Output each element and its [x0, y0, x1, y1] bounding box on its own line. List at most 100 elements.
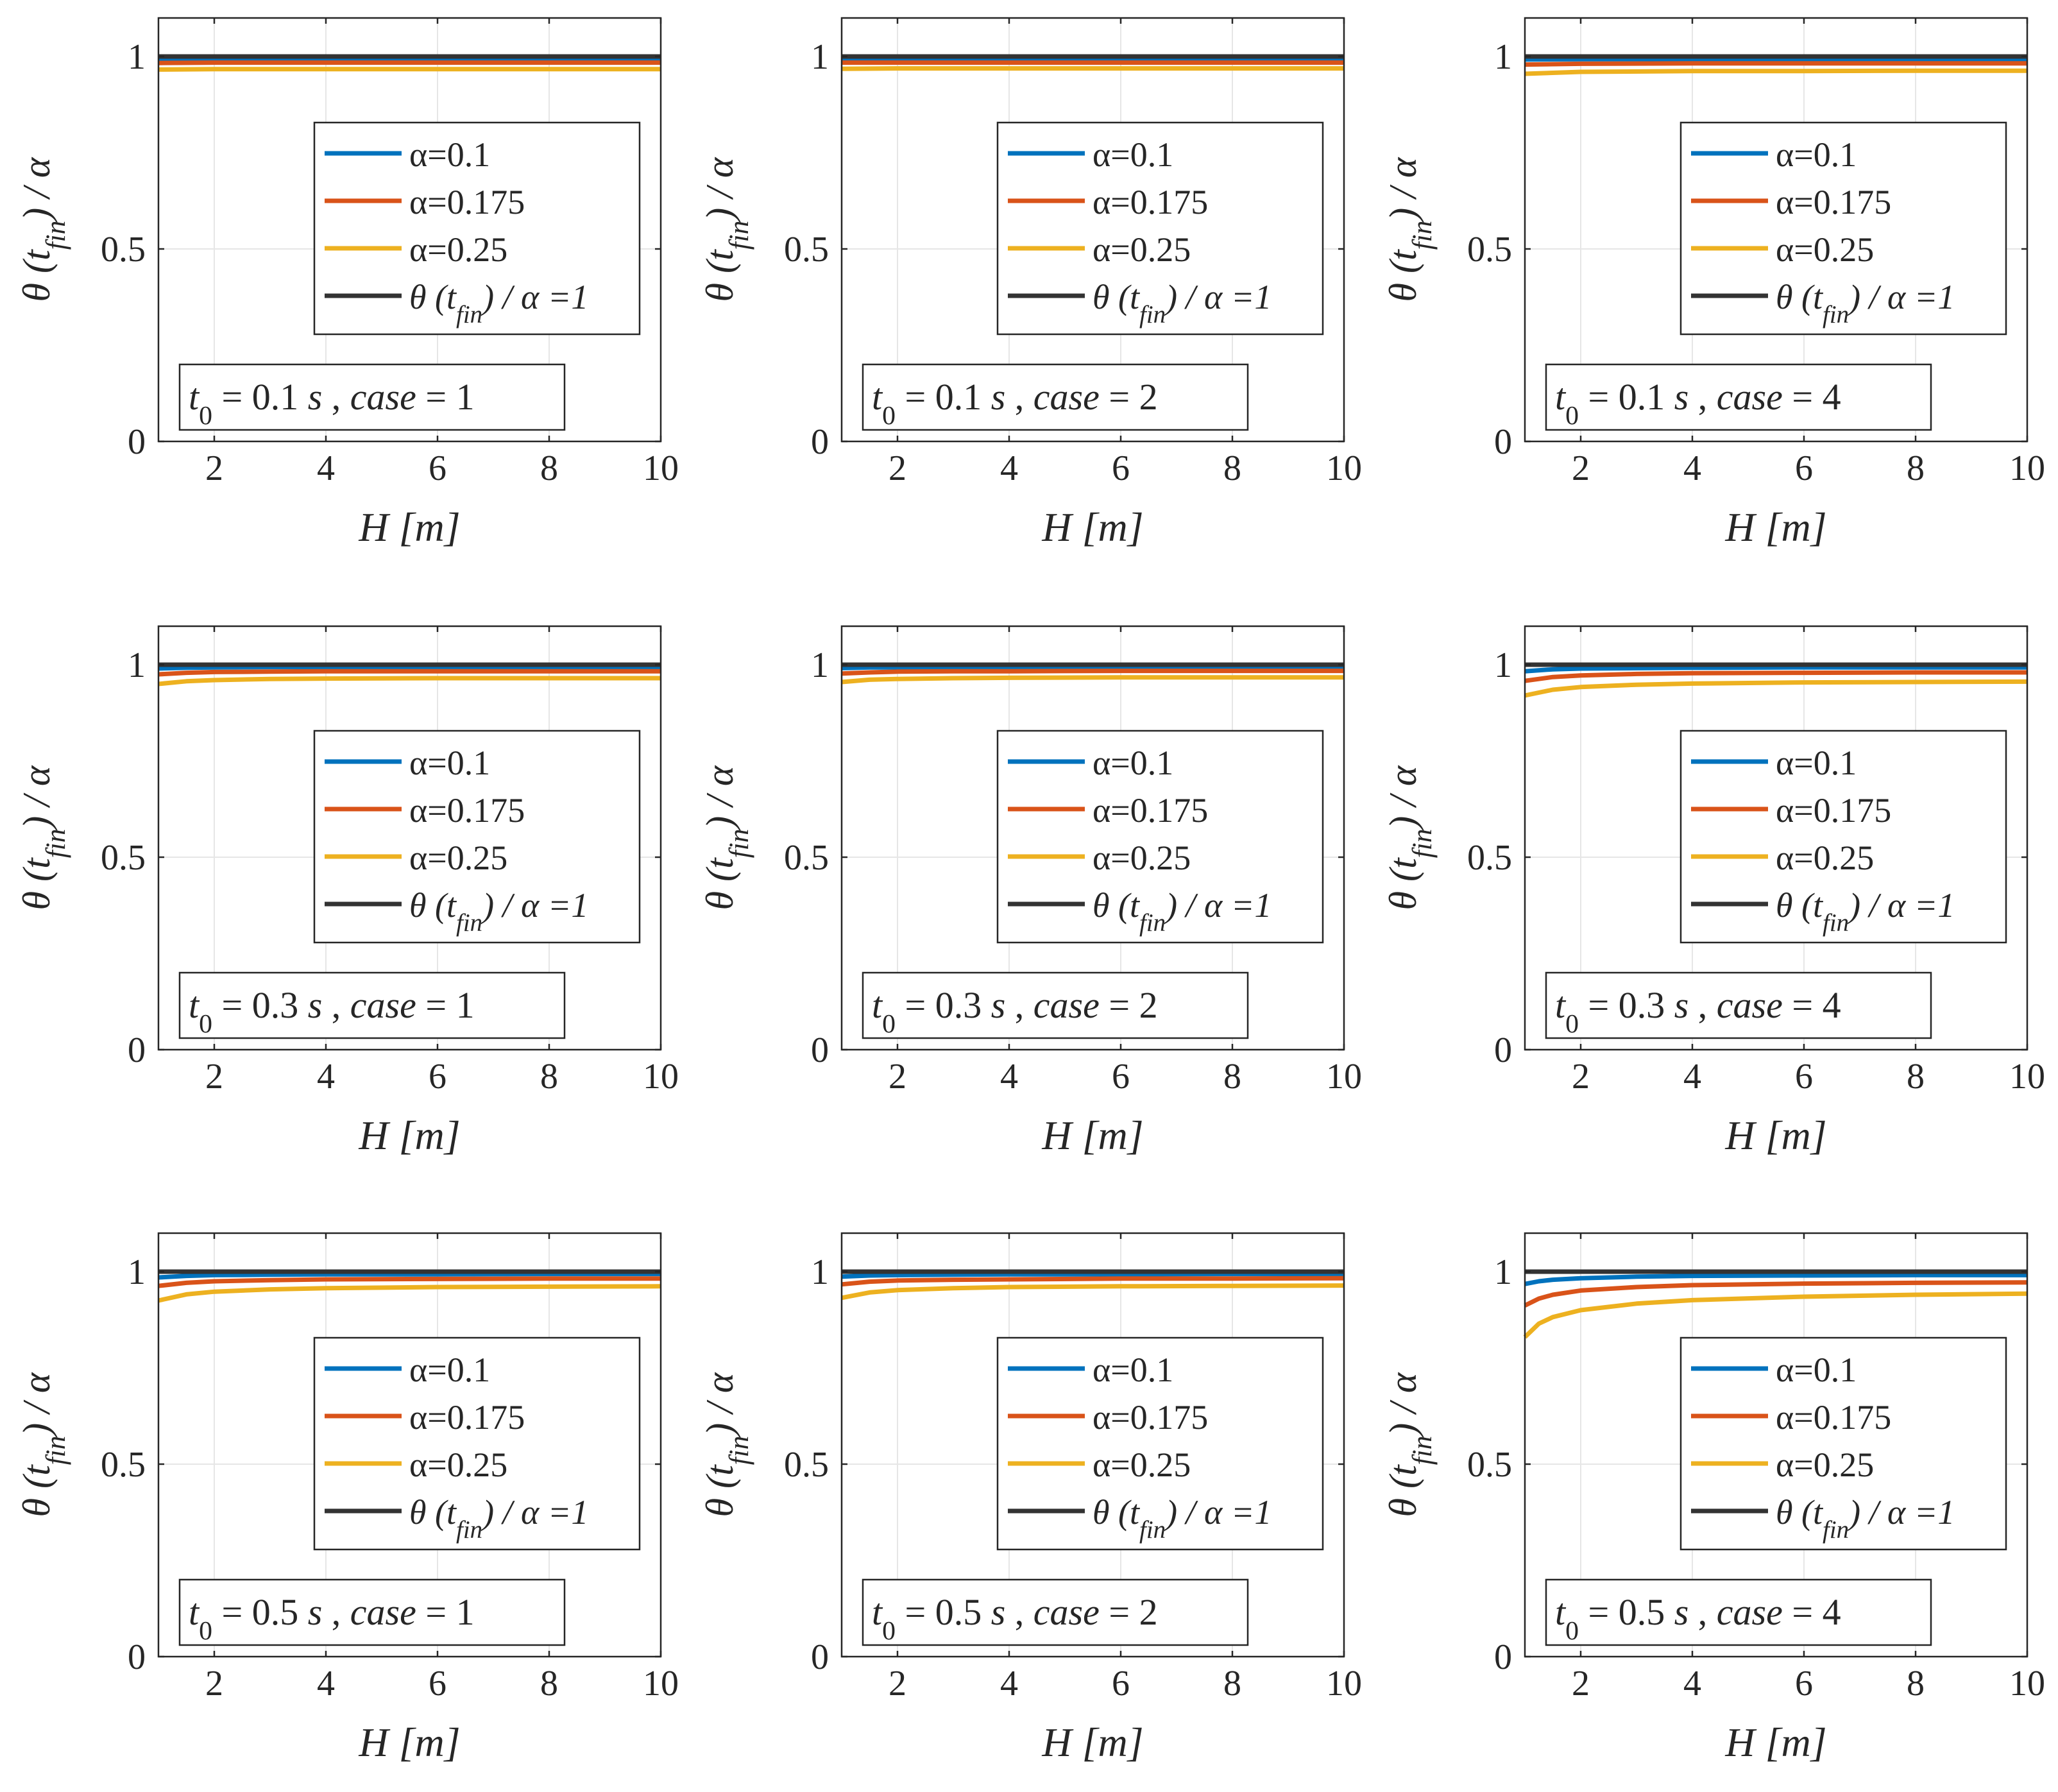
- subscript-text: 0: [1565, 401, 1579, 431]
- legend-entry-label-2: α=0.175: [409, 1398, 525, 1437]
- legend-entry-label-2: α=0.175: [409, 791, 525, 830]
- text-span: ) / α =1: [1164, 278, 1271, 316]
- text-span: case: [350, 984, 416, 1026]
- series-line-2: [158, 60, 661, 65]
- y-tick-label: 1: [811, 645, 829, 685]
- series-line-1: [158, 665, 661, 671]
- text-span: θ (t: [1776, 886, 1824, 925]
- annotation-text: t0 = 0.3 s , case = 2: [872, 984, 1158, 1039]
- text-span: θ (t: [1382, 857, 1424, 910]
- x-axis-label: H [m]: [358, 1113, 460, 1158]
- x-tick-label: 8: [540, 1664, 558, 1703]
- legend-entry-label-4: θ (tfin) / α =1: [1093, 278, 1271, 329]
- y-tick-label: 0.5: [784, 838, 829, 878]
- text-span: θ (t: [1382, 1464, 1424, 1517]
- series-line-2: [1524, 1280, 2028, 1308]
- legend-box: [1680, 121, 2007, 336]
- text-span: θ (t: [1776, 278, 1824, 316]
- text-span: ,: [322, 1591, 350, 1633]
- y-axis-label: θ (tfin) / α: [1382, 1372, 1438, 1517]
- text-span: θ (t: [409, 278, 457, 316]
- x-axis-label: H [m]: [1724, 1719, 1826, 1765]
- legend-entry-label-1: α=0.1: [1776, 1351, 1857, 1389]
- x-tick-label: 6: [1112, 1057, 1130, 1097]
- annotation-frame: [1545, 971, 1932, 1039]
- text-span: ) / α =1: [1847, 278, 1955, 316]
- text-span: = 0.5: [896, 1591, 991, 1633]
- x-tick-label: 10: [2009, 1664, 2045, 1703]
- text-span: t: [1555, 984, 1567, 1026]
- x-tick-label: 6: [1112, 448, 1130, 488]
- legend-entry-label-3: α=0.25: [1093, 230, 1191, 269]
- legend-entry-label-4: θ (tfin) / α =1: [1093, 886, 1271, 937]
- x-tick-label: 10: [2009, 1057, 2045, 1097]
- y-tick-label: 0.5: [1467, 230, 1512, 269]
- x-tick-label: 2: [889, 1057, 906, 1097]
- text-span: α=0.175: [1093, 1398, 1208, 1437]
- subscript-text: fin: [456, 301, 482, 329]
- legend: α=0.1 α=0.175 α=0.25 θ (tfin) / α =1: [1680, 121, 2007, 336]
- text-span: H [m]: [1041, 504, 1143, 550]
- text-span: ) / α =1: [1847, 1493, 1955, 1532]
- x-tick-label: 4: [317, 1057, 335, 1097]
- subscript-text: fin: [1139, 301, 1166, 329]
- text-span: α=0.1: [1776, 135, 1857, 174]
- x-tick-label: 10: [643, 1057, 679, 1097]
- axes-box: [840, 17, 1345, 443]
- text-span: case: [1717, 1591, 1783, 1633]
- annotation-frame: [862, 363, 1249, 431]
- text-span: t: [1555, 376, 1567, 418]
- y-tick-label: 0.5: [1467, 838, 1512, 878]
- axes-box: [840, 1232, 1345, 1658]
- series-line-2: [841, 669, 1344, 676]
- annotation-box: t0 = 0.1 s , case = 4: [1545, 363, 1932, 431]
- y-tick-label: 0: [811, 1637, 829, 1677]
- text-span: ,: [1005, 376, 1033, 418]
- text-span: s: [1674, 1591, 1689, 1633]
- y-tick-label: 1: [128, 645, 146, 685]
- text-span: θ (t: [1382, 249, 1424, 302]
- text-span: θ (t: [15, 249, 58, 302]
- text-span: ) / α: [699, 765, 741, 831]
- text-span: = 0.1: [896, 376, 991, 418]
- annotation-frame: [1545, 363, 1932, 431]
- y-tick-label: 0: [1494, 1637, 1512, 1677]
- subscript-text: 0: [1565, 1009, 1579, 1039]
- legend-entry-label-3: α=0.25: [409, 1446, 507, 1484]
- y-tick-label: 1: [1494, 37, 1512, 77]
- text-span: ,: [1688, 984, 1717, 1026]
- text-span: θ (t: [409, 1493, 457, 1532]
- text-span: H [m]: [1724, 1113, 1826, 1158]
- legend: α=0.1 α=0.175 α=0.25 θ (tfin) / α =1: [313, 121, 641, 336]
- text-span: = 0.3: [1579, 984, 1674, 1026]
- y-tick-label: 0.5: [784, 230, 829, 269]
- text-span: ,: [1688, 376, 1717, 418]
- y-axis-label: θ (tfin) / α: [1382, 765, 1438, 910]
- legend-box: [996, 1336, 1324, 1551]
- series-line-2: [158, 1276, 661, 1288]
- text-span: s: [308, 1591, 323, 1633]
- text-span: θ (t: [699, 1464, 741, 1517]
- series-line-2: [841, 1276, 1345, 1287]
- x-tick-label: 8: [1223, 448, 1241, 488]
- series-line-2: [1524, 670, 2027, 683]
- annotation-frame: [862, 1578, 1249, 1646]
- text-span: α=0.1: [1776, 1351, 1857, 1389]
- annotation-text: t0 = 0.3 s , case = 1: [189, 984, 475, 1039]
- text-span: = 2: [1100, 376, 1158, 418]
- x-tick-label: 8: [540, 448, 558, 488]
- text-span: t: [1555, 1591, 1567, 1633]
- text-span: α=0.175: [1776, 1398, 1891, 1437]
- text-span: θ (t: [1093, 1493, 1141, 1532]
- y-tick-label: 1: [1494, 1252, 1512, 1292]
- annotation-box: t0 = 0.3 s , case = 4: [1545, 971, 1932, 1039]
- x-tick-label: 8: [540, 1057, 558, 1097]
- annotation-text: t0 = 0.1 s , case = 4: [1555, 376, 1841, 431]
- text-span: α=0.25: [1093, 230, 1191, 269]
- text-span: t: [189, 376, 200, 418]
- annotation-box: t0 = 0.3 s , case = 1: [178, 971, 566, 1039]
